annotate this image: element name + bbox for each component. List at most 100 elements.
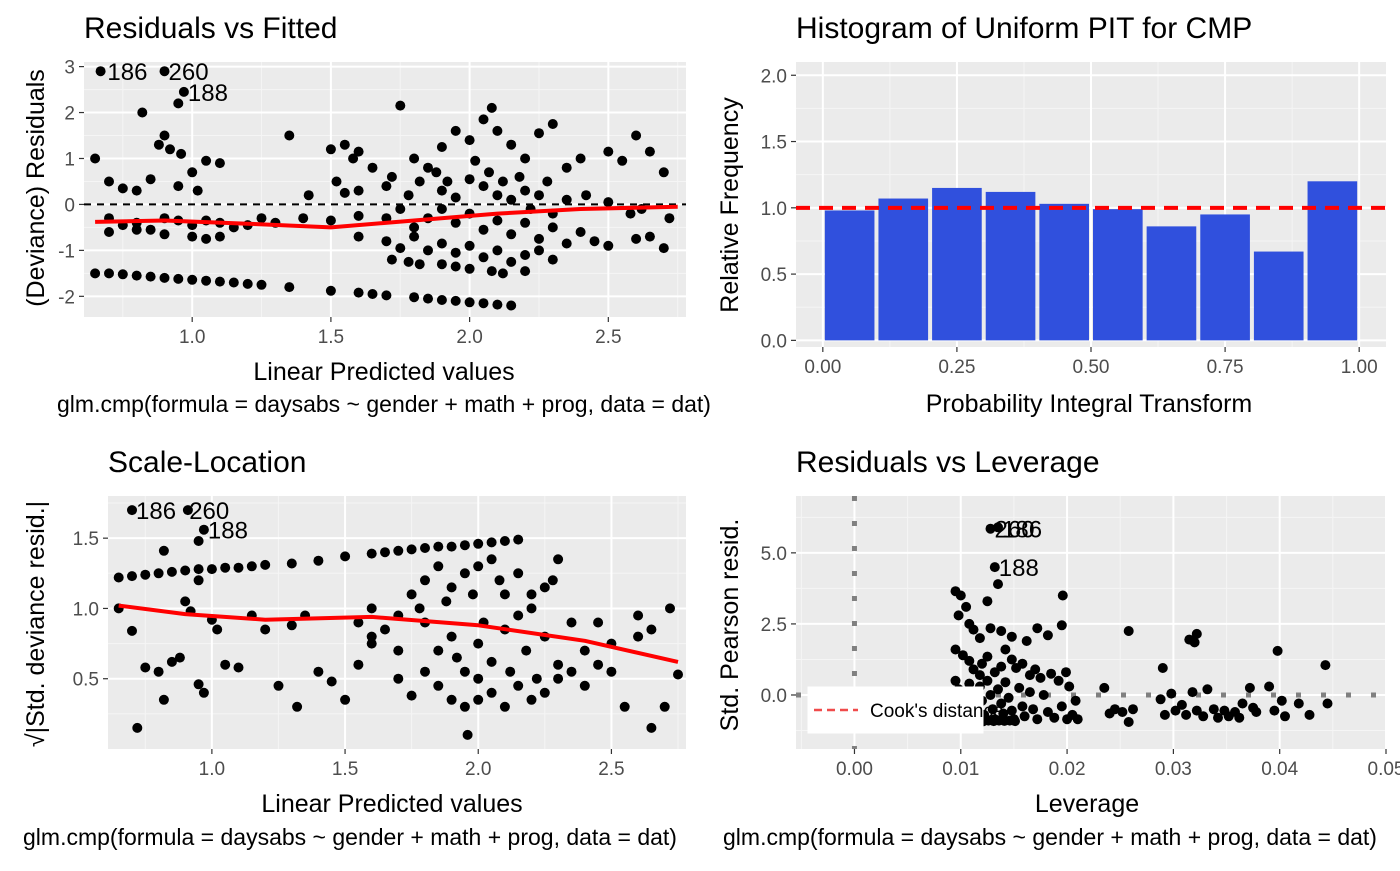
- y-tick-label: 5.0: [761, 544, 787, 565]
- data-point: [989, 562, 1000, 573]
- data-point: [506, 300, 517, 311]
- legend-label: Cook's distance: [870, 701, 1004, 722]
- data-point: [406, 544, 417, 555]
- data-point: [117, 183, 128, 194]
- outlier-label: 260: [169, 59, 209, 86]
- data-point: [581, 190, 592, 201]
- data-point: [593, 659, 604, 670]
- data-point: [256, 279, 267, 290]
- data-point: [420, 575, 430, 586]
- data-point: [450, 247, 461, 258]
- data-point: [145, 271, 156, 282]
- data-point: [381, 181, 392, 192]
- data-point: [1269, 705, 1280, 716]
- data-point: [450, 217, 461, 228]
- y-tick-label: 1.5: [73, 529, 99, 550]
- y-axis-label: √|Std. deviance resid.|: [22, 501, 50, 747]
- data-point: [506, 194, 517, 205]
- data-point: [521, 645, 532, 656]
- data-point: [292, 701, 303, 712]
- data-point: [547, 254, 558, 265]
- data-point: [473, 694, 484, 705]
- data-point: [366, 603, 377, 614]
- data-point: [993, 522, 1003, 533]
- data-point: [1166, 688, 1177, 699]
- data-point: [603, 146, 614, 157]
- data-point: [436, 295, 447, 305]
- x-tick-label: 0.04: [1261, 759, 1298, 780]
- data-point: [137, 107, 148, 118]
- data-point: [166, 656, 177, 667]
- data-point: [173, 273, 184, 284]
- data-point: [286, 620, 297, 631]
- data-point: [985, 690, 996, 700]
- model-caption: glm.cmp(formula = daysabs ~ gender + mat…: [23, 824, 677, 850]
- data-point: [1191, 705, 1202, 716]
- data-point: [433, 680, 444, 691]
- data-point: [1109, 704, 1120, 715]
- data-point: [492, 125, 503, 136]
- data-point: [644, 146, 655, 157]
- x-tick-label: 0.05: [1368, 759, 1400, 780]
- data-point: [450, 261, 461, 272]
- chart-title: Scale-Location: [108, 446, 306, 479]
- data-point: [325, 144, 336, 155]
- data-point: [464, 135, 475, 146]
- data-point: [478, 181, 489, 192]
- data-point: [1198, 711, 1209, 722]
- data-point: [514, 171, 525, 182]
- data-point: [665, 603, 675, 614]
- data-point: [153, 568, 164, 579]
- data-point: [982, 675, 993, 686]
- histogram-bar: [1253, 251, 1304, 341]
- data-point: [284, 282, 295, 293]
- data-point: [526, 603, 537, 614]
- data-point: [467, 589, 478, 600]
- data-point: [534, 233, 544, 244]
- data-point: [1189, 637, 1200, 648]
- data-point: [1000, 677, 1011, 688]
- chart-title: Histogram of Uniform PIT for CMP: [796, 12, 1252, 45]
- data-point: [1056, 620, 1067, 631]
- data-point: [1213, 712, 1223, 723]
- data-point: [619, 701, 630, 712]
- data-point: [957, 650, 968, 661]
- data-point: [153, 139, 164, 150]
- data-point: [1176, 699, 1187, 710]
- histogram-bar: [1039, 203, 1089, 341]
- data-point: [494, 575, 505, 586]
- data-point: [182, 505, 193, 516]
- data-point: [499, 589, 510, 600]
- data-point: [646, 722, 657, 733]
- data-point: [442, 176, 453, 187]
- data-point: [464, 263, 475, 274]
- data-point: [178, 86, 189, 97]
- data-point: [553, 554, 564, 565]
- data-point: [464, 240, 475, 251]
- data-point: [220, 659, 231, 670]
- data-point: [325, 285, 336, 296]
- data-point: [159, 66, 170, 77]
- data-point: [395, 243, 406, 254]
- data-point: [193, 536, 204, 546]
- data-point: [633, 631, 644, 642]
- data-point: [340, 551, 351, 562]
- data-point: [145, 224, 156, 235]
- y-tick-label: 1: [64, 149, 75, 170]
- data-point: [1322, 698, 1333, 709]
- data-point: [542, 176, 553, 187]
- data-point: [214, 158, 225, 169]
- data-point: [1038, 690, 1049, 700]
- data-point: [473, 673, 484, 684]
- data-point: [1032, 714, 1043, 725]
- data-point: [1191, 628, 1202, 639]
- data-point: [547, 575, 558, 586]
- data-point: [393, 673, 404, 684]
- x-tick-label: 2.5: [598, 759, 624, 780]
- data-point: [579, 645, 590, 656]
- x-tick-label: 1.5: [318, 327, 344, 348]
- data-point: [506, 229, 517, 240]
- data-point: [198, 687, 209, 698]
- data-point: [212, 624, 223, 635]
